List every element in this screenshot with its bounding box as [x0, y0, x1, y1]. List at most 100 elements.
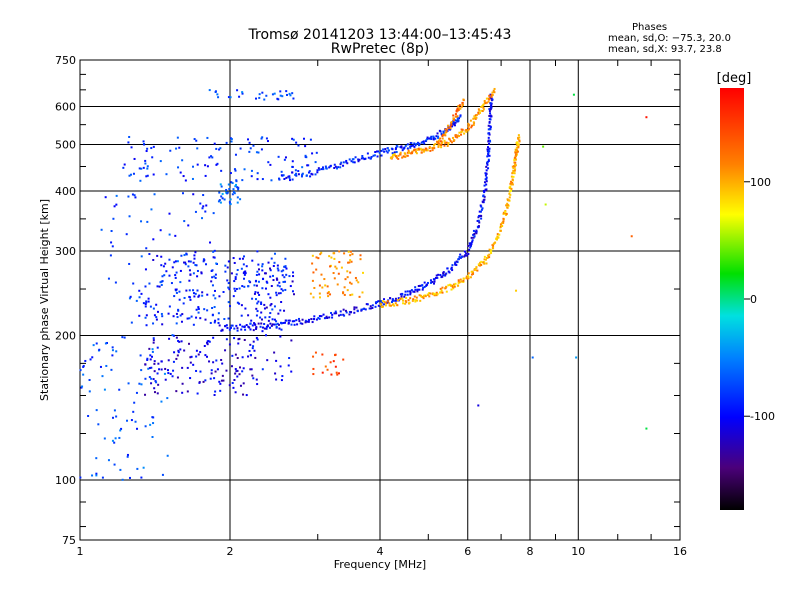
trace-point — [413, 145, 416, 148]
trace-point — [397, 299, 400, 302]
trace-point — [439, 273, 442, 276]
cloud-point — [147, 367, 150, 370]
cloud-point — [227, 260, 230, 263]
trace-point — [432, 282, 435, 285]
trace-point — [414, 299, 417, 302]
trace-point — [240, 328, 243, 331]
cloud-point — [247, 314, 250, 317]
trace-point — [445, 290, 448, 293]
cloud-point — [211, 156, 214, 159]
trace-point — [483, 198, 486, 201]
trace-point — [380, 149, 383, 152]
cloud-point — [304, 145, 307, 148]
cloud-point — [229, 203, 232, 206]
trace-point — [457, 119, 460, 122]
trace-point — [417, 285, 420, 288]
cloud-point — [138, 314, 141, 317]
cloud-point — [359, 258, 362, 261]
trace-point — [517, 134, 520, 137]
cloud-point — [284, 280, 287, 283]
cloud-point — [256, 338, 259, 341]
trace-point — [444, 134, 447, 137]
trace-point — [405, 154, 408, 157]
trace-point — [434, 137, 437, 140]
trace-point — [459, 253, 462, 256]
cloud-point — [131, 193, 134, 196]
cloud-point — [270, 285, 273, 288]
colorbar-label: [deg] — [717, 71, 752, 86]
cloud-point — [95, 457, 98, 460]
trace-point — [233, 327, 236, 330]
trace-point — [443, 144, 446, 147]
trace-point — [487, 167, 490, 170]
trace-point — [502, 220, 505, 223]
trace-point — [409, 146, 412, 149]
cloud-point — [312, 296, 315, 299]
trace-point — [508, 196, 511, 199]
trace-point — [401, 149, 404, 152]
cloud-point — [195, 355, 198, 358]
trace-point — [450, 121, 453, 124]
cloud-point — [291, 280, 294, 283]
cloud-point — [111, 349, 114, 352]
cloud-point — [157, 383, 160, 386]
trace-point — [510, 180, 513, 183]
trace-point — [435, 274, 438, 277]
cloud-point — [264, 272, 267, 275]
trace-point — [433, 278, 436, 281]
cloud-point — [223, 198, 226, 201]
trace-point — [231, 324, 234, 327]
cloud-point — [234, 276, 237, 279]
cloud-point — [184, 261, 187, 264]
cloud-point — [219, 382, 222, 385]
trace-point — [449, 125, 452, 128]
trace-point — [391, 155, 394, 158]
cloud-point — [195, 308, 198, 311]
cloud-point — [219, 147, 222, 150]
trace-point — [480, 215, 483, 218]
trace-point — [380, 300, 383, 303]
cloud-point — [277, 269, 280, 272]
cloud-point — [113, 463, 116, 466]
trace-point — [435, 291, 438, 294]
cloud-point — [269, 163, 272, 166]
cloud-point — [127, 195, 130, 198]
cloud-point — [222, 291, 225, 294]
cloud-point — [101, 375, 104, 378]
cloud-point — [269, 267, 272, 270]
cloud-point — [349, 281, 352, 284]
trace-point — [488, 256, 491, 259]
cloud-point — [357, 281, 360, 284]
trace-point — [477, 219, 480, 222]
trace-point — [290, 323, 293, 326]
trace-point — [218, 324, 221, 327]
cloud-point — [233, 280, 236, 283]
cloud-point — [258, 293, 261, 296]
cloud-point — [201, 207, 204, 210]
cloud-point — [202, 260, 205, 263]
cloud-point — [214, 273, 217, 276]
cloud-point — [278, 285, 281, 288]
trace-point — [339, 163, 342, 166]
trace-point — [442, 272, 445, 275]
cloud-point — [165, 270, 168, 273]
cloud-point — [188, 342, 191, 345]
cloud-point — [217, 96, 220, 99]
cloud-point — [276, 264, 279, 267]
trace-point — [472, 233, 475, 236]
cloud-point — [240, 314, 243, 317]
cloud-point — [205, 341, 208, 344]
trace-point — [328, 166, 331, 169]
cloud-point — [126, 453, 129, 456]
cloud-point — [163, 372, 166, 375]
cloud-point — [326, 292, 329, 295]
cloud-point — [192, 261, 195, 264]
cloud-point — [275, 359, 278, 362]
trace-point — [413, 149, 416, 152]
cloud-point — [151, 436, 154, 439]
cloud-point — [280, 288, 283, 291]
trace-point — [487, 140, 490, 143]
trace-point — [288, 175, 291, 178]
cloud-point — [253, 292, 256, 295]
trace-point — [487, 124, 490, 127]
